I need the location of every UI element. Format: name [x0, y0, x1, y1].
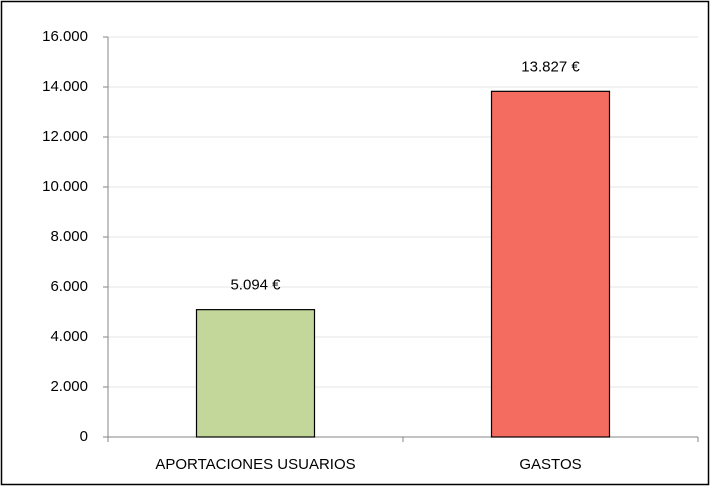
y-tick-label: 4.000 — [50, 328, 88, 345]
bar — [195, 309, 316, 438]
y-tick-label: 12.000 — [42, 128, 88, 145]
data-label: 13.827 € — [521, 58, 580, 75]
bar — [490, 90, 611, 438]
y-tick-label: 6.000 — [50, 278, 88, 295]
data-label: 5.094 € — [230, 277, 281, 294]
y-tick-label: 16.000 — [42, 28, 88, 45]
x-tick-label: APORTACIONES USUARIOS — [155, 456, 355, 473]
y-tick-label: 0 — [80, 428, 88, 445]
x-tick-label: GASTOS — [519, 456, 581, 473]
y-tick-label: 8.000 — [50, 228, 88, 245]
y-tick-label: 14.000 — [42, 78, 88, 95]
y-tick-label: 2.000 — [50, 378, 88, 395]
y-tick-label: 10.000 — [42, 178, 88, 195]
